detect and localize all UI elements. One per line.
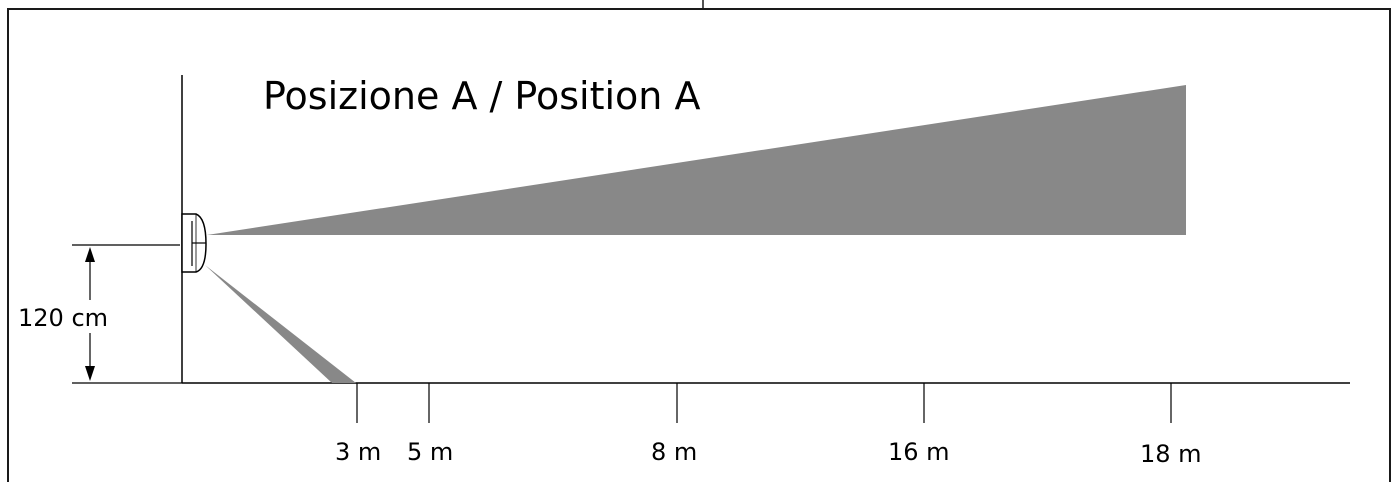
long-range-beam: [207, 85, 1186, 235]
diagram-title: Posizione A / Position A: [263, 74, 700, 118]
sensor-device-icon: [181, 213, 207, 273]
distance-label-8m: 8 m: [651, 438, 697, 466]
distance-label-5m: 5 m: [407, 438, 453, 466]
distance-label-18m: 18 m: [1140, 440, 1202, 468]
distance-label-3m: 3 m: [335, 438, 381, 466]
dimension-arrow-icon: [85, 247, 95, 381]
distance-ticks: [356, 383, 1172, 423]
distance-label-16m: 16 m: [888, 438, 950, 466]
height-label: 120 cm: [18, 304, 108, 332]
short-range-beam: [205, 265, 356, 383]
frame: [7, 0, 1391, 482]
